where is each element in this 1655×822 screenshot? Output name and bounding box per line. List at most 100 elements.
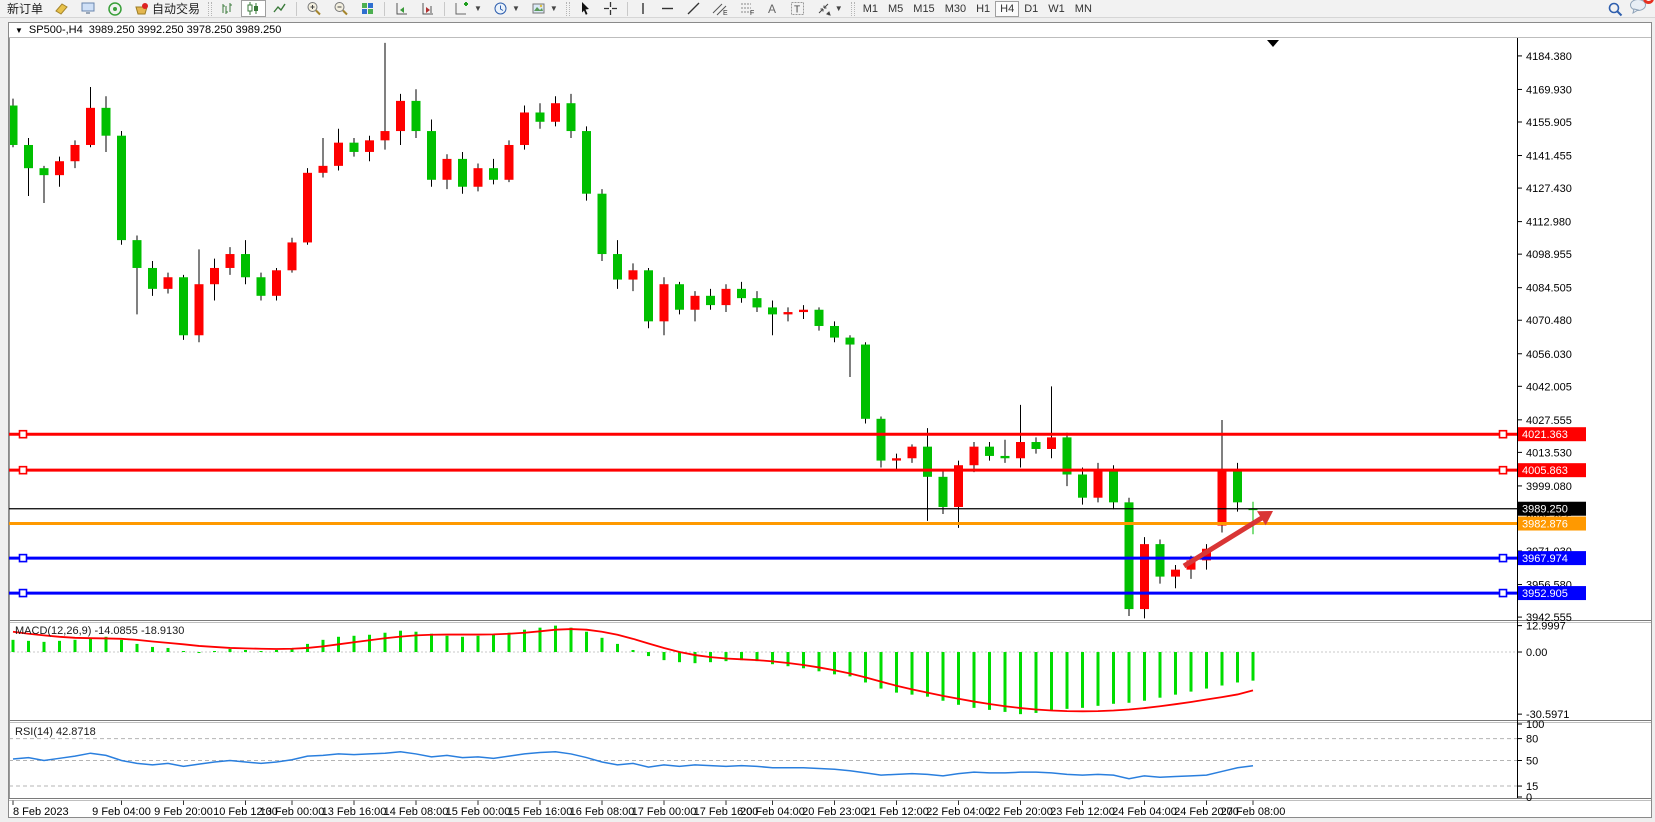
time-tick-label: 17 Feb 16:00 bbox=[694, 806, 759, 817]
candle-body bbox=[1124, 502, 1134, 610]
candle-body bbox=[241, 254, 250, 278]
candle-body bbox=[55, 161, 64, 176]
tile-windows-button[interactable] bbox=[355, 0, 380, 17]
zoom-out-button[interactable] bbox=[328, 0, 354, 17]
rsi-label: RSI(14) 42.8718 bbox=[15, 726, 96, 738]
candle-body bbox=[458, 158, 467, 187]
bar-chart-button[interactable] bbox=[215, 0, 240, 17]
terminal-button[interactable] bbox=[75, 0, 101, 17]
candle-body bbox=[9, 105, 18, 145]
candle-body bbox=[318, 165, 328, 173]
zoom-in-button[interactable] bbox=[301, 0, 327, 17]
candlestick-chart-button[interactable] bbox=[241, 0, 267, 17]
toolbar: 新订单 自动交易 bbox=[0, 0, 1655, 18]
candle-body bbox=[1140, 544, 1149, 610]
signal-button[interactable] bbox=[102, 0, 128, 17]
chart-end-button[interactable] bbox=[415, 0, 440, 17]
vertical-line-button[interactable] bbox=[632, 0, 654, 17]
chart-forward-icon bbox=[396, 3, 408, 15]
timeframe-button-d1[interactable]: D1 bbox=[1024, 2, 1039, 15]
timeframe-button-m1[interactable]: M1 bbox=[862, 2, 878, 15]
timeframe-button-m5[interactable]: M5 bbox=[888, 2, 904, 15]
candle-body bbox=[644, 270, 653, 322]
time-tick-label: 10 Feb 12:00 bbox=[213, 806, 278, 817]
candle-body bbox=[721, 288, 731, 306]
candle-body bbox=[659, 284, 669, 322]
time-tick-label: 13 Feb 00:00 bbox=[260, 806, 325, 817]
line-handle bbox=[18, 465, 28, 475]
vertical-line-icon bbox=[642, 3, 644, 14]
notification-badge: 1 bbox=[1643, 0, 1654, 4]
horizontal-line-button[interactable] bbox=[655, 0, 680, 17]
candle-body bbox=[442, 158, 452, 180]
time-tick-label: 20 Feb 23:00 bbox=[802, 806, 867, 817]
price-tick-label: 4070.480 bbox=[1526, 315, 1572, 327]
highlighter-button[interactable] bbox=[49, 0, 74, 17]
period-button[interactable]: ▼ bbox=[488, 0, 525, 17]
candle-body bbox=[504, 144, 514, 180]
candle-body bbox=[799, 309, 808, 313]
auto-trading-button[interactable]: 自动交易 bbox=[129, 0, 205, 17]
timeframe-button-h4[interactable]: H4 bbox=[995, 0, 1020, 17]
price-tick-label: 4141.455 bbox=[1526, 151, 1572, 163]
macd-tick-label: 12.9997 bbox=[1526, 621, 1566, 633]
timeframe-button-m15[interactable]: M15 bbox=[913, 2, 935, 15]
timeframe-button-m30[interactable]: M30 bbox=[944, 2, 967, 15]
price-level-label-bg bbox=[1518, 586, 1586, 601]
candle-body bbox=[923, 446, 932, 477]
fibonacci-button[interactable]: F bbox=[734, 0, 760, 17]
arrows-button[interactable]: ▼ bbox=[811, 0, 848, 17]
candle-body bbox=[1171, 569, 1180, 577]
collapse-triangle-icon[interactable]: ▼ bbox=[15, 25, 23, 35]
candle-body bbox=[861, 344, 870, 419]
price-tick-label: 4013.530 bbox=[1526, 447, 1572, 459]
candle-body bbox=[752, 298, 762, 308]
candle-body bbox=[70, 144, 80, 162]
add-indicator-button[interactable]: ▼ bbox=[449, 0, 487, 17]
toolbar-separator bbox=[444, 1, 446, 16]
horizontal-line-icon bbox=[661, 7, 673, 10]
chart-forward-button[interactable] bbox=[389, 0, 414, 17]
line-chart-button[interactable] bbox=[267, 0, 292, 17]
rsi-tick-label: 50 bbox=[1526, 756, 1538, 768]
candle-body bbox=[365, 140, 374, 152]
time-tick-label: 15 Feb 00:00 bbox=[446, 806, 511, 817]
candle-body bbox=[194, 284, 204, 336]
svg-text:F: F bbox=[750, 10, 754, 16]
time-tick-label: 21 Feb 12:00 bbox=[864, 806, 929, 817]
new-order-button[interactable]: 新订单 bbox=[2, 0, 48, 17]
trend-arrow bbox=[1182, 513, 1268, 569]
time-tick-label: 27 Feb 08:00 bbox=[1221, 806, 1286, 817]
crosshair-button[interactable] bbox=[598, 0, 623, 17]
rsi-tick-label: 80 bbox=[1526, 734, 1538, 746]
candle-body bbox=[1186, 560, 1196, 570]
price-tick-label: 4098.955 bbox=[1526, 249, 1572, 261]
trendline-button[interactable] bbox=[681, 0, 706, 17]
rsi-tick-label: 100 bbox=[1526, 719, 1544, 731]
dropdown-caret-icon: ▼ bbox=[511, 4, 520, 13]
search-icon[interactable] bbox=[1607, 1, 1623, 17]
price-level-label-bg bbox=[1518, 516, 1586, 531]
text-button[interactable]: A bbox=[761, 0, 784, 17]
time-tick-label: 8 Feb 2023 bbox=[13, 806, 69, 817]
line-handle bbox=[18, 588, 28, 598]
timeframe-button-w1[interactable]: W1 bbox=[1048, 2, 1065, 15]
notifications-button[interactable]: 1 bbox=[1629, 0, 1654, 19]
candle-body bbox=[985, 446, 994, 456]
text-label-button[interactable]: T bbox=[785, 0, 810, 17]
channel-button[interactable]: E bbox=[707, 0, 733, 17]
candle-body bbox=[783, 312, 793, 315]
cursor-button[interactable] bbox=[573, 0, 597, 17]
toolbar-separator bbox=[626, 1, 628, 16]
chart-canvas[interactable]: 4184.380 4169.930 4155.905 4141.455 4127.430… bbox=[9, 38, 1651, 817]
template-button[interactable]: ▼ bbox=[526, 0, 563, 17]
time-tick-label: 24 Feb 04:00 bbox=[1112, 806, 1177, 817]
candle-body bbox=[582, 131, 591, 194]
candle-body bbox=[876, 418, 886, 461]
rsi-tick-label: 0 bbox=[1526, 792, 1532, 804]
price-tick-label: 4127.430 bbox=[1526, 183, 1572, 195]
timeframe-button-h1[interactable]: H1 bbox=[976, 2, 991, 15]
timeframe-button-mn[interactable]: MN bbox=[1074, 2, 1092, 15]
candle-body bbox=[132, 240, 142, 268]
time-tick-label: 13 Feb 16:00 bbox=[322, 806, 387, 817]
